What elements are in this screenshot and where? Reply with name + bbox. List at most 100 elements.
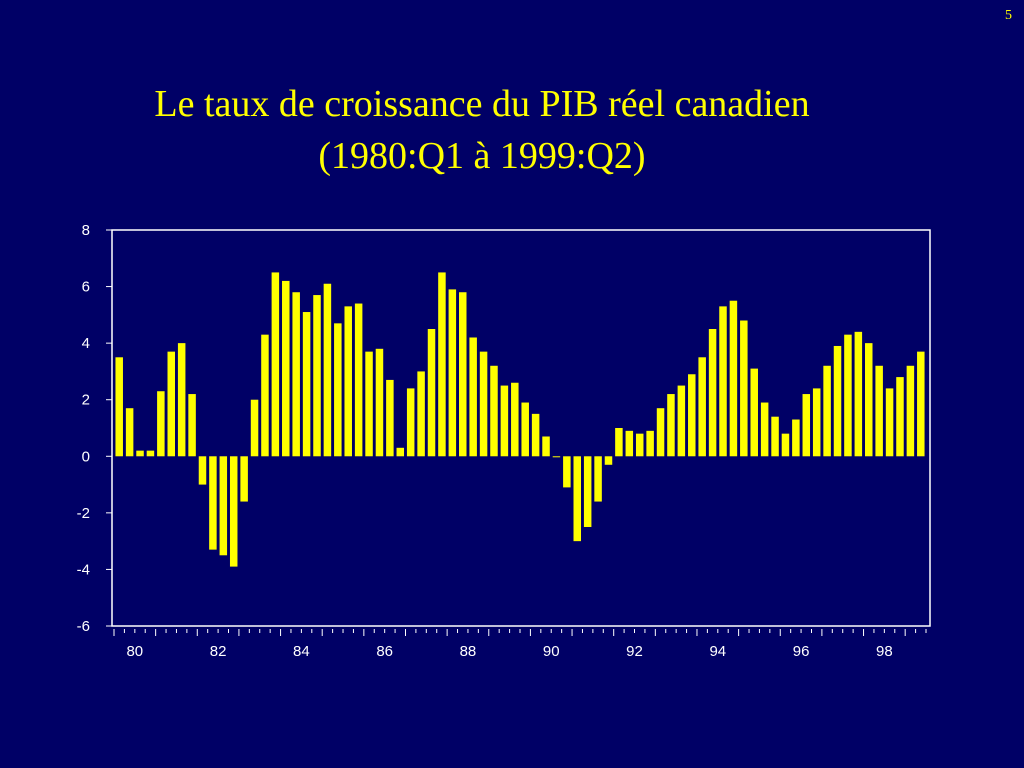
y-tick-label: 8 bbox=[82, 222, 90, 239]
bar bbox=[282, 280, 290, 457]
bar bbox=[177, 343, 186, 457]
x-tick-label: 96 bbox=[793, 643, 810, 660]
bar bbox=[708, 329, 717, 457]
bar bbox=[844, 334, 852, 457]
bar bbox=[542, 436, 550, 457]
bar bbox=[635, 433, 644, 457]
x-tick-label: 84 bbox=[293, 643, 310, 660]
bar bbox=[302, 312, 311, 457]
bar bbox=[167, 351, 176, 457]
bar bbox=[375, 348, 384, 457]
bar bbox=[594, 456, 602, 502]
bar bbox=[719, 306, 727, 457]
bar bbox=[646, 430, 654, 457]
bar bbox=[365, 351, 373, 457]
slide-title: Le taux de croissance du PIB réel canadi… bbox=[0, 78, 964, 182]
x-tick-label: 94 bbox=[709, 643, 726, 660]
bar bbox=[917, 351, 925, 457]
y-tick-label: 6 bbox=[82, 279, 90, 296]
bar bbox=[677, 385, 686, 457]
bar-series bbox=[115, 272, 925, 567]
bar bbox=[344, 306, 352, 457]
bar bbox=[698, 357, 706, 457]
bar bbox=[854, 331, 863, 457]
bar bbox=[771, 416, 779, 457]
bar bbox=[490, 365, 498, 457]
bar bbox=[875, 365, 883, 457]
bar bbox=[188, 394, 196, 457]
bar bbox=[781, 433, 790, 457]
bar bbox=[792, 419, 800, 457]
x-tick-label: 98 bbox=[876, 643, 893, 660]
y-tick-label: -4 bbox=[77, 561, 90, 578]
bar bbox=[334, 323, 342, 457]
bar bbox=[760, 402, 769, 457]
slide-title-line-2: (1980:Q1 à 1999:Q2) bbox=[318, 135, 646, 177]
bar bbox=[323, 283, 332, 457]
page-number: 5 bbox=[1005, 8, 1012, 23]
bar bbox=[729, 300, 738, 457]
y-tick-label: -6 bbox=[77, 618, 90, 635]
bar bbox=[688, 374, 696, 457]
bar bbox=[240, 456, 248, 502]
bar bbox=[865, 343, 873, 457]
bar bbox=[250, 399, 259, 457]
bar bbox=[583, 456, 592, 527]
bar bbox=[812, 388, 821, 457]
bar bbox=[802, 394, 811, 457]
bar bbox=[198, 456, 207, 485]
bar bbox=[500, 385, 509, 457]
bar bbox=[292, 292, 300, 457]
bar bbox=[354, 303, 363, 457]
bar bbox=[656, 408, 665, 457]
bar bbox=[479, 351, 488, 457]
bar bbox=[833, 345, 842, 457]
x-tick-label: 88 bbox=[460, 643, 477, 660]
bar bbox=[667, 394, 675, 457]
bar bbox=[906, 365, 915, 457]
bar bbox=[823, 365, 831, 457]
bar bbox=[459, 292, 467, 457]
bar bbox=[115, 357, 123, 457]
slide-title-line-1: Le taux de croissance du PIB réel canadi… bbox=[154, 83, 810, 125]
bar bbox=[261, 334, 269, 457]
bar bbox=[427, 329, 436, 457]
bar bbox=[750, 368, 758, 457]
bar bbox=[573, 456, 582, 542]
plot-frame bbox=[111, 229, 931, 627]
bar bbox=[615, 428, 623, 457]
bar bbox=[386, 379, 394, 457]
x-tick-label: 80 bbox=[126, 643, 143, 660]
bar bbox=[271, 272, 280, 457]
bar bbox=[417, 371, 425, 457]
bar bbox=[521, 402, 529, 457]
y-axis: 8 6 4 2 0 -2 -4 -6 bbox=[77, 222, 112, 635]
bar bbox=[740, 320, 748, 457]
x-tick-label: 90 bbox=[543, 643, 560, 660]
bar bbox=[136, 450, 144, 457]
x-tick-label: 92 bbox=[626, 643, 643, 660]
bar bbox=[531, 413, 540, 457]
bar bbox=[219, 456, 228, 556]
bar bbox=[885, 388, 894, 457]
bar bbox=[511, 382, 519, 457]
bar bbox=[157, 391, 165, 457]
x-axis: 80 82 84 86 88 90 92 94 96 98 bbox=[113, 629, 927, 660]
bar bbox=[563, 456, 571, 488]
bar bbox=[313, 295, 321, 457]
y-tick-label: 2 bbox=[82, 392, 90, 409]
bar bbox=[469, 337, 477, 457]
bar bbox=[125, 408, 134, 457]
bar bbox=[625, 430, 634, 457]
y-tick-label: -2 bbox=[77, 505, 90, 522]
bar bbox=[552, 456, 561, 458]
bar bbox=[229, 456, 238, 567]
y-tick-label: 4 bbox=[82, 335, 90, 352]
bar bbox=[209, 456, 217, 550]
bar bbox=[146, 450, 155, 457]
bar bbox=[438, 272, 446, 457]
x-tick-label: 82 bbox=[210, 643, 227, 660]
bar bbox=[604, 456, 613, 465]
bar bbox=[396, 447, 405, 457]
